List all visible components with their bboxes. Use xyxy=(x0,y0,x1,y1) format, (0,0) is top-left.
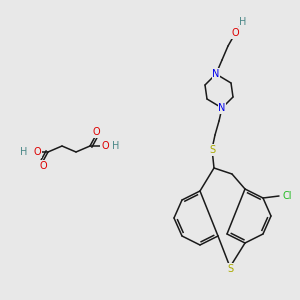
Text: Cl: Cl xyxy=(282,191,292,201)
Text: S: S xyxy=(227,264,233,274)
Text: O: O xyxy=(39,161,47,171)
Text: O: O xyxy=(92,127,100,137)
Text: H: H xyxy=(112,141,120,151)
Text: S: S xyxy=(209,145,215,155)
Text: O: O xyxy=(33,147,41,157)
Text: H: H xyxy=(239,17,247,27)
Text: H: H xyxy=(20,147,28,157)
Text: N: N xyxy=(212,69,220,79)
Text: O: O xyxy=(231,28,239,38)
Text: O: O xyxy=(101,141,109,151)
Text: N: N xyxy=(218,103,226,113)
